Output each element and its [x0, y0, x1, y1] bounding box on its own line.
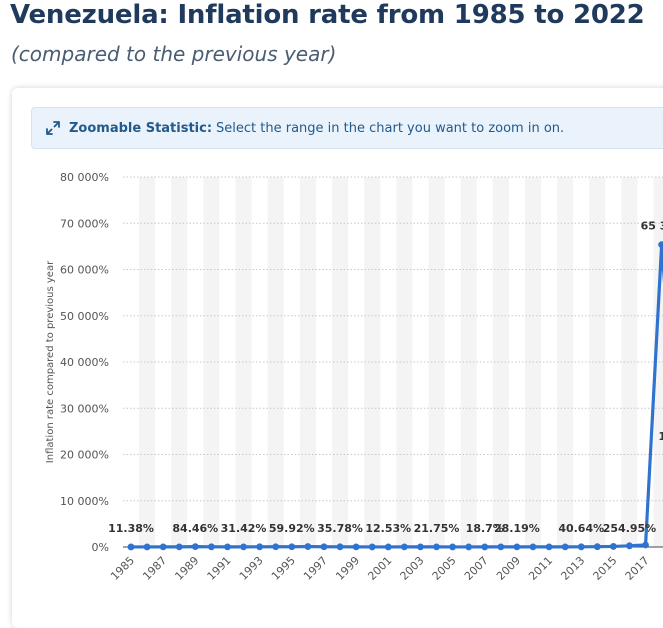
- y-tick-label: 80 000%: [60, 171, 109, 184]
- data-label: 84.46%: [172, 522, 218, 535]
- x-tick-label: 1995: [269, 554, 298, 583]
- data-point: [449, 543, 456, 551]
- data-point: [465, 543, 473, 551]
- y-tick-label: 70 000%: [60, 217, 109, 230]
- data-label: 19: [658, 430, 663, 443]
- data-label: 12.53%: [365, 522, 411, 535]
- x-tick-label: 1991: [205, 554, 234, 583]
- data-point: [593, 543, 601, 551]
- y-tick-label: 60 000%: [60, 264, 109, 277]
- data-point: [191, 543, 199, 551]
- expand-icon: [46, 121, 60, 135]
- data-label: 11.38%: [108, 522, 154, 535]
- data-label: 59.92%: [269, 522, 315, 535]
- x-tick-label: 1989: [172, 554, 201, 583]
- year-band: [299, 177, 316, 547]
- zoom-banner: Zoomable Statistic: Select the range in …: [31, 107, 663, 149]
- data-point: [368, 543, 376, 551]
- data-point: [577, 543, 585, 551]
- data-label: 254.95%: [603, 522, 656, 535]
- data-point: [610, 543, 617, 550]
- data-point: [208, 543, 215, 551]
- data-point: [159, 543, 167, 551]
- zoom-text: Select the range in the chart you want t…: [216, 120, 565, 136]
- data-point: [352, 543, 360, 551]
- data-point: [224, 543, 231, 551]
- y-tick-label: 50 000%: [60, 310, 109, 323]
- x-tick-label: 2007: [462, 554, 491, 583]
- x-tick-label: 1985: [108, 554, 137, 583]
- x-tick-label: 1997: [301, 554, 330, 583]
- data-point: [240, 543, 247, 551]
- y-tick-label: 0%: [92, 541, 109, 554]
- year-band: [621, 177, 638, 547]
- y-tick-label: 10 000%: [60, 495, 109, 508]
- data-label: 18.7%: [466, 522, 504, 535]
- data-point: [545, 543, 553, 551]
- data-point: [433, 543, 440, 551]
- data-point: [400, 543, 408, 551]
- x-tick-label: 1999: [333, 554, 362, 583]
- x-tick-label: 1987: [140, 554, 169, 583]
- data-point: [417, 543, 424, 551]
- inflation-chart[interactable]: 0% 10 000% 20 000% 30 000% 40 000% 50 000% 60 …: [0, 0, 663, 600]
- data-point: [175, 543, 183, 551]
- x-tick-label: 2017: [623, 554, 652, 583]
- year-band: [653, 177, 663, 547]
- x-tick-label: 2003: [398, 554, 427, 583]
- data-point: [384, 543, 392, 551]
- data-point: [320, 543, 328, 551]
- x-tick-label: 2011: [526, 554, 555, 583]
- x-tick-label: 2015: [591, 554, 620, 583]
- data-point: [336, 543, 344, 551]
- data-point: [561, 543, 569, 551]
- data-point: [143, 543, 151, 551]
- data-point: [626, 542, 633, 550]
- x-tick-label: 2009: [494, 554, 523, 583]
- data-point: [272, 543, 280, 551]
- data-label: 40.64%: [558, 522, 604, 535]
- data-label: 65 374: [641, 220, 663, 233]
- data-label: 31.42%: [221, 522, 267, 535]
- data-point: [642, 541, 649, 549]
- data-label: 21.75%: [414, 522, 460, 535]
- x-tick-label: 2001: [365, 554, 394, 583]
- year-band: [267, 177, 284, 547]
- data-point: [497, 543, 505, 551]
- data-point: [127, 543, 135, 551]
- data-point: [658, 241, 663, 249]
- y-tick-label: 40 000%: [60, 356, 109, 369]
- data-point: [256, 543, 264, 551]
- zoom-label: Zoomable Statistic:: [69, 120, 213, 136]
- data-point: [529, 543, 537, 551]
- y-axis-title: Inflation rate compared to previous year: [45, 260, 56, 463]
- page-title: Venezuela: Inflation rate from 1985 to 2…: [10, 0, 645, 30]
- year-band: [460, 177, 477, 547]
- data-point: [513, 543, 521, 551]
- x-tick-label: 1993: [237, 554, 266, 583]
- data-point: [288, 543, 296, 551]
- data-label: 35.78%: [317, 522, 363, 535]
- x-tick-label: 2013: [558, 554, 587, 583]
- y-tick-label: 30 000%: [60, 402, 109, 415]
- page-subtitle: (compared to the previous year): [11, 42, 337, 66]
- data-label: 28.19%: [494, 522, 540, 535]
- data-point: [481, 543, 489, 551]
- x-tick-label: 2005: [430, 554, 459, 583]
- y-tick-label: 20 000%: [60, 449, 109, 462]
- data-point: [304, 543, 312, 550]
